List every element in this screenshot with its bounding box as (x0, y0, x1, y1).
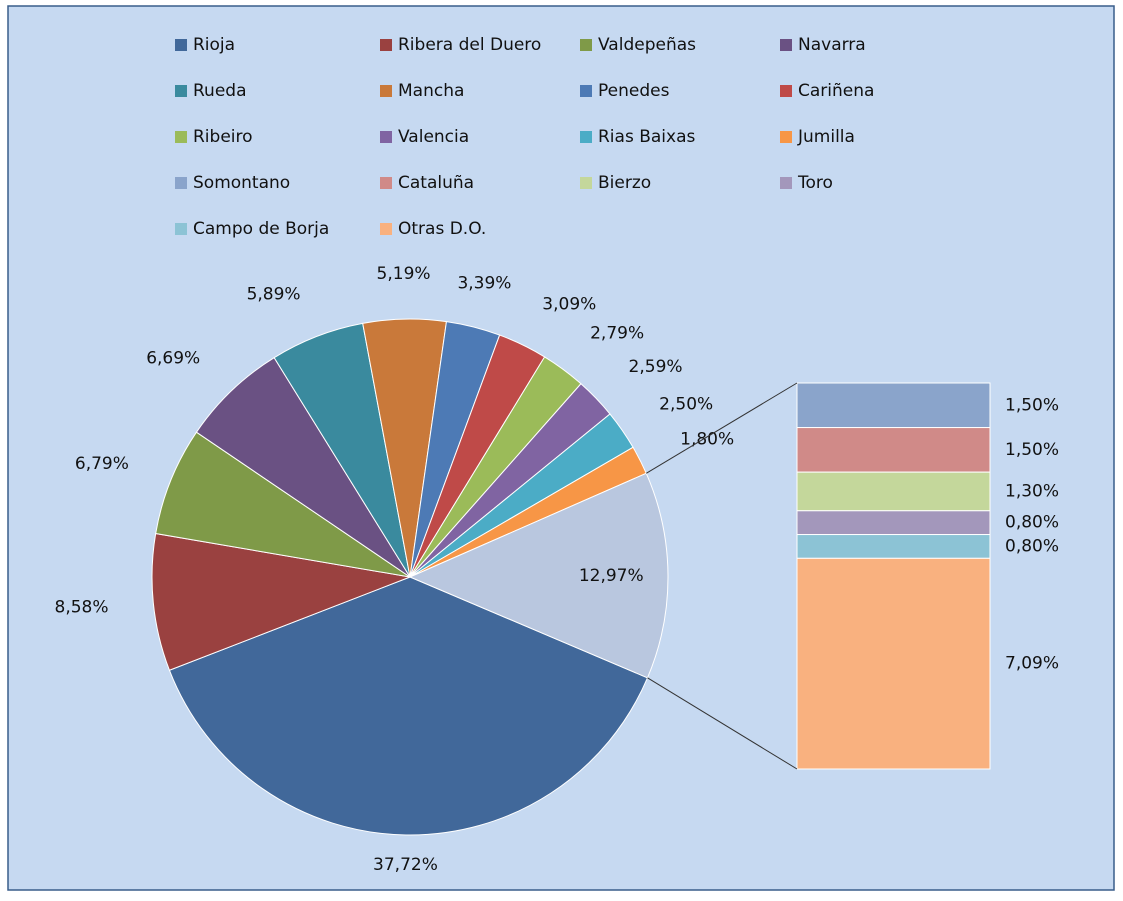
legend-label: Mancha (398, 81, 464, 101)
legend-label: Somontano (193, 173, 290, 193)
legend-label: Ribera del Duero (398, 35, 541, 55)
legend-label: Penedes (598, 81, 670, 101)
legend-swatch (580, 131, 592, 143)
legend-label: Rueda (193, 81, 247, 101)
legend-label: Rioja (193, 35, 235, 55)
pie-slice (408, 472, 669, 679)
legend-swatch (380, 223, 392, 235)
legend-swatch (175, 39, 187, 51)
data-label: 2,79% (590, 323, 644, 343)
legend-swatch (380, 177, 392, 189)
data-label: 12,97% (579, 566, 644, 586)
connector-line (647, 677, 798, 770)
connector-line (645, 382, 798, 474)
legend-swatch (780, 177, 792, 189)
legend-label: Navarra (798, 35, 866, 55)
data-label: 3,39% (457, 273, 511, 293)
legend-swatch (175, 223, 187, 235)
legend-label: Jumilla (797, 127, 855, 147)
data-label: 37,72% (373, 855, 438, 875)
pie-slice (155, 431, 411, 578)
legend-swatch (175, 177, 187, 189)
legend-swatch (780, 131, 792, 143)
legend-swatch (780, 39, 792, 51)
data-label: 1,50% (1005, 440, 1059, 460)
legend-label: Cataluña (398, 173, 474, 193)
data-label: 6,69% (146, 348, 200, 368)
legend-label: Bierzo (598, 173, 651, 193)
data-label: 3,09% (542, 294, 596, 314)
legend-swatch (380, 85, 392, 97)
legend-swatch (780, 85, 792, 97)
data-label: 5,89% (247, 284, 301, 304)
legend-swatch (580, 85, 592, 97)
legend-label: Cariñena (798, 81, 874, 101)
bar-segment (796, 534, 991, 559)
data-label: 0,80% (1005, 536, 1059, 556)
data-label: 2,50% (659, 395, 713, 415)
legend-label: Otras D.O. (398, 219, 486, 239)
legend-swatch (175, 85, 187, 97)
legend-label: Rias Baixas (598, 127, 695, 147)
legend-label: Ribeiro (193, 127, 253, 147)
legend-swatch (380, 39, 392, 51)
data-label: 2,59% (629, 357, 683, 377)
data-label: 6,79% (75, 454, 129, 474)
data-label: 1,80% (680, 430, 734, 450)
bar-segment (796, 382, 991, 429)
legend-label: Valencia (398, 127, 469, 147)
pie-slice (168, 576, 649, 836)
data-label: 0,80% (1005, 513, 1059, 533)
legend-swatch (175, 131, 187, 143)
data-label: 1,50% (1005, 395, 1059, 415)
bar-segment (796, 510, 991, 536)
bar-segment (796, 427, 991, 473)
legend-swatch (380, 131, 392, 143)
data-label: 8,58% (55, 597, 109, 617)
legend-label: Campo de Borja (193, 219, 329, 239)
data-label: 7,09% (1005, 654, 1059, 674)
legend-label: Toro (797, 173, 833, 193)
data-label: 1,30% (1005, 481, 1059, 501)
legend-label: Valdepeñas (598, 35, 696, 55)
pie-slice (151, 532, 412, 671)
legend-swatch (580, 39, 592, 51)
legend-swatch (580, 177, 592, 189)
bar-segment (796, 471, 991, 512)
data-label: 5,19% (377, 264, 431, 284)
bar-segment (796, 557, 991, 770)
pie-slice (195, 356, 411, 578)
